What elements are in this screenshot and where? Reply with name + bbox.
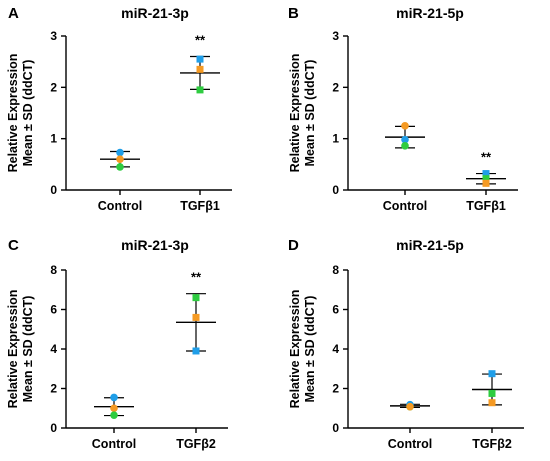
data-point-square [488,389,496,397]
data-point-square [196,65,204,73]
chart-title: miR-21-3p [121,5,189,21]
x-tick-label: TGFβ1 [180,199,220,213]
data-point-circle [110,411,118,419]
significance-marker: ** [195,33,206,48]
y-axis-label-line2: Mean ± SD (ddCT) [21,296,35,403]
y-tick-label: 2 [332,382,339,396]
y-tick-label: 4 [332,342,339,356]
data-point-square [482,170,490,178]
y-axis-label-line1: Relative Expression [288,290,302,409]
chart-title: miR-21-5p [396,5,464,21]
y-axis-label-line1: Relative Expression [6,54,20,173]
chart-title: miR-21-5p [396,237,464,253]
y-tick-label: 2 [332,80,339,94]
data-point-square [192,294,200,302]
y-axis-label-line2: Mean ± SD (ddCT) [303,60,317,167]
x-tick-label: Control [98,199,142,213]
panel-letter: C [8,237,19,254]
data-point-square [192,347,200,355]
data-point-circle [116,155,124,163]
y-tick-label: 3 [50,29,57,43]
data-point-square [488,399,496,407]
panel-letter: B [288,5,299,22]
data-point-circle [401,135,409,144]
y-axis-label-line1: Relative Expression [6,290,20,409]
y-tick-label: 6 [50,303,57,317]
data-point-circle [110,393,118,402]
x-tick-label: Control [388,437,432,451]
data-point-circle [116,163,124,171]
y-tick-label: 6 [332,303,339,317]
y-axis-label-line2: Mean ± SD (ddCT) [21,60,35,167]
data-point-square [192,313,200,321]
y-tick-label: 2 [50,382,57,396]
y-axis-label-line1: Relative Expression [288,54,302,173]
y-tick-label: 8 [50,263,57,277]
significance-marker: ** [191,270,202,285]
data-point-circle [110,404,118,413]
y-tick-label: 8 [332,263,339,277]
y-axis-label-line2: Mean ± SD (ddCT) [303,296,317,403]
y-tick-label: 0 [332,183,339,197]
chart-title: miR-21-3p [121,237,189,253]
y-tick-label: 0 [50,183,57,197]
significance-marker: ** [481,150,492,165]
panel-letter: D [288,237,299,254]
x-tick-label: Control [383,199,427,213]
data-point-circle [116,148,124,157]
y-tick-label: 0 [332,421,339,435]
data-point-square [482,179,490,187]
x-tick-label: TGFβ2 [176,437,216,451]
data-point-circle [401,122,409,130]
x-tick-label: Control [92,437,136,451]
y-tick-label: 1 [332,132,339,146]
data-point-square [196,55,204,63]
y-tick-label: 4 [50,342,57,356]
data-point-square [482,175,490,183]
data-point-circle [406,402,414,411]
data-point-square [196,86,204,94]
panel-letter: A [8,5,19,22]
x-tick-label: TGFβ1 [466,199,506,213]
y-tick-label: 1 [50,132,57,146]
y-tick-label: 0 [50,421,57,435]
data-point-square [488,370,496,378]
x-tick-label: TGFβ2 [472,437,512,451]
y-tick-label: 2 [50,80,57,94]
data-point-circle [401,142,409,150]
y-tick-label: 3 [332,29,339,43]
